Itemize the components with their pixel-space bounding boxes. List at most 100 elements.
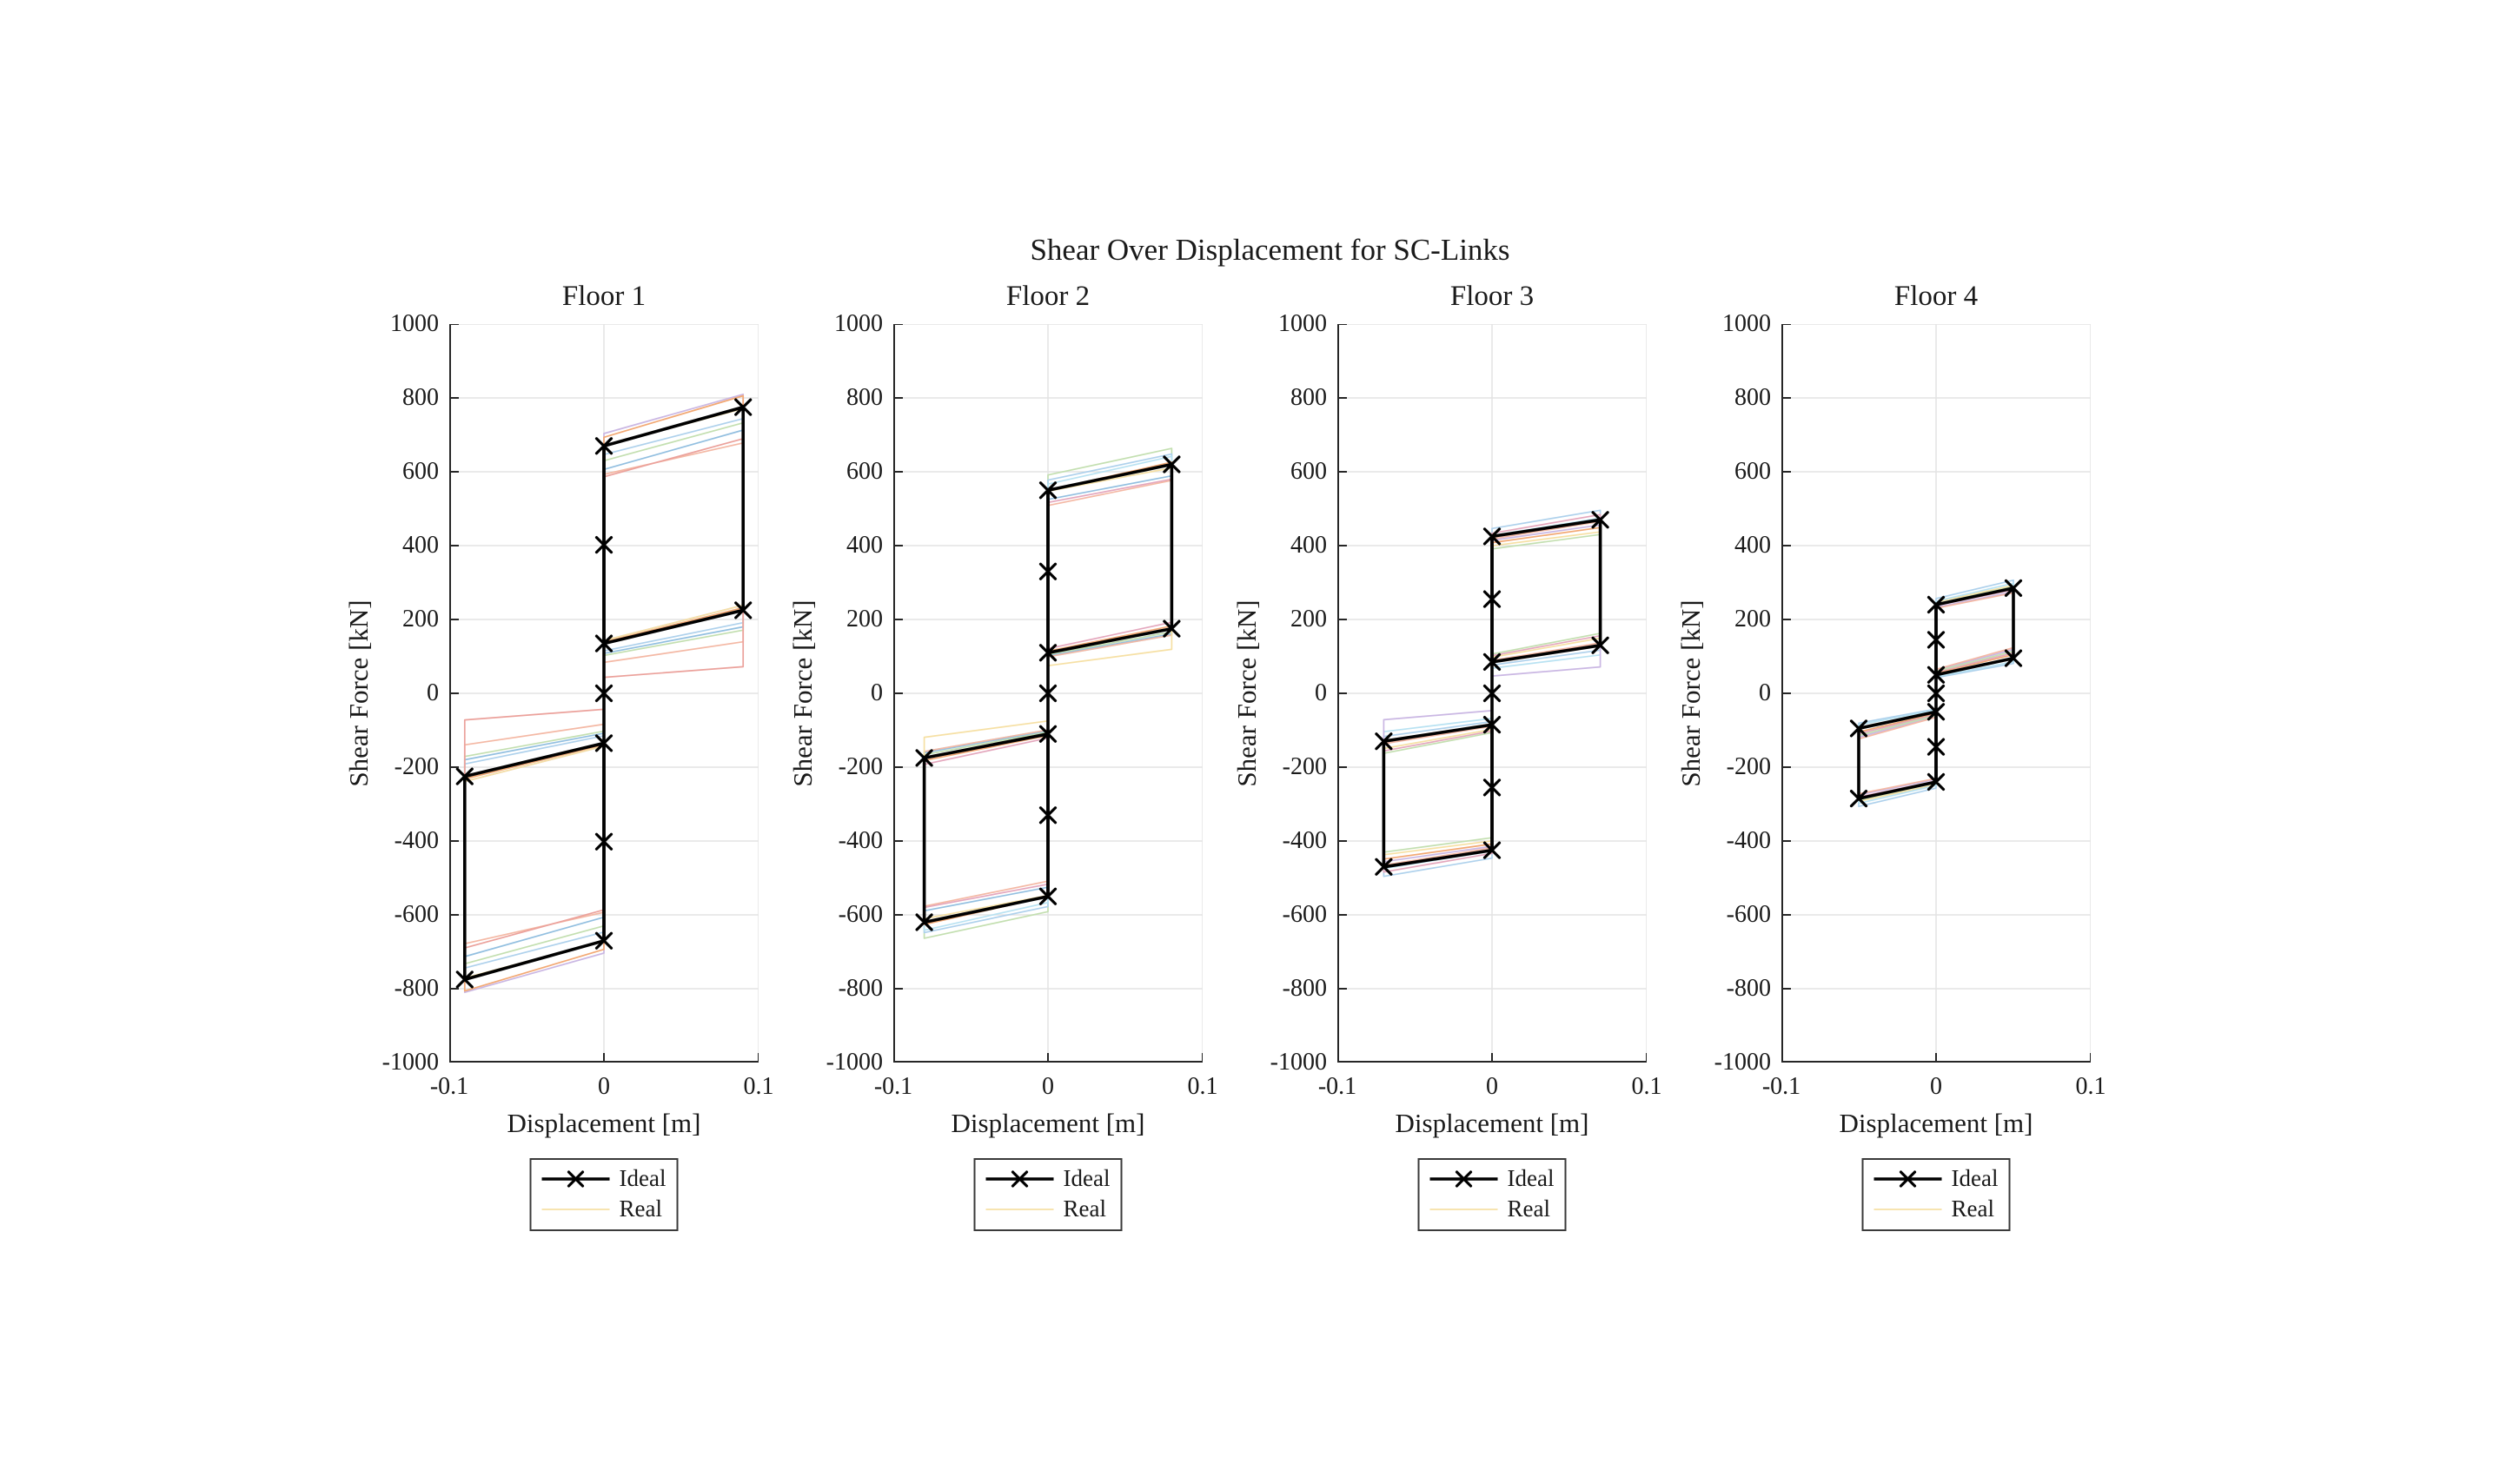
legend-entry-real: Real bbox=[1429, 1195, 1555, 1223]
y-tick-label: 0 bbox=[1315, 679, 1327, 706]
y-tick-label: 1000 bbox=[390, 310, 439, 337]
subplot-title: Floor 3 bbox=[1449, 281, 1535, 312]
y-tick-label: -800 bbox=[394, 975, 439, 1002]
y-tick-label: 800 bbox=[1734, 384, 1771, 411]
legend-label-ideal: Ideal bbox=[1951, 1165, 1999, 1191]
x-tick-label: -0.1 bbox=[1317, 1073, 1357, 1100]
real-line bbox=[923, 737, 1049, 909]
legend: Ideal Real bbox=[529, 1158, 679, 1231]
y-tick-label: 400 bbox=[1290, 532, 1327, 559]
legend-label-real: Real bbox=[1507, 1196, 1550, 1222]
y-tick-label: 800 bbox=[402, 384, 439, 411]
real-line bbox=[463, 708, 605, 949]
real-line bbox=[463, 745, 605, 979]
real-line bbox=[1047, 478, 1173, 650]
x-tick-label: 0 bbox=[1486, 1073, 1498, 1100]
real-line bbox=[603, 438, 745, 679]
legend-label-ideal: Ideal bbox=[619, 1165, 666, 1191]
x-tick-label: 0.1 bbox=[743, 1073, 774, 1100]
y-tick-label: 200 bbox=[402, 606, 439, 633]
ideal-line-sample bbox=[985, 1169, 1054, 1188]
x-tick-label: 0 bbox=[1042, 1073, 1054, 1100]
y-tick-label: -1000 bbox=[826, 1049, 883, 1076]
x-tick-label: -0.1 bbox=[429, 1073, 469, 1100]
y-tick-label: 0 bbox=[871, 679, 883, 706]
ideal-line bbox=[602, 405, 746, 646]
y-tick-label: 400 bbox=[402, 532, 439, 559]
legend-x-marker bbox=[1011, 1169, 1029, 1188]
y-tick-label: 800 bbox=[1290, 384, 1327, 411]
real-line bbox=[923, 730, 1049, 912]
real-line bbox=[603, 441, 745, 664]
y-tick-label: 600 bbox=[846, 458, 883, 485]
y-tick-label: -1000 bbox=[1714, 1049, 1771, 1076]
y-tick-label: -600 bbox=[394, 901, 439, 928]
legend-x-marker bbox=[567, 1169, 585, 1188]
y-axis-label: Shear Force [kN] bbox=[1675, 599, 1706, 787]
legend: Ideal Real bbox=[973, 1158, 1123, 1231]
ideal-markers bbox=[915, 455, 1181, 931]
y-axis-label: Shear Force [kN] bbox=[1231, 599, 1262, 787]
y-tick-label: -200 bbox=[1282, 753, 1327, 780]
y-tick-label: -400 bbox=[1282, 827, 1327, 854]
y-tick-label: 200 bbox=[846, 606, 883, 633]
real-line bbox=[463, 744, 605, 992]
plot-area bbox=[893, 324, 1203, 1063]
ideal-markers bbox=[455, 398, 753, 989]
x-axis-label: Displacement [m] bbox=[1395, 1108, 1589, 1138]
figure-title: Shear Over Displacement for SC-Links bbox=[1030, 233, 1510, 267]
y-tick-label: -1000 bbox=[1270, 1049, 1327, 1076]
ideal-line-sample bbox=[541, 1169, 610, 1188]
real-line-sample bbox=[1429, 1208, 1498, 1210]
legend-x-marker bbox=[1455, 1169, 1473, 1188]
real-line bbox=[1491, 533, 1602, 655]
x-tick-label: 0 bbox=[598, 1073, 610, 1100]
y-tick-label: -800 bbox=[1726, 975, 1771, 1002]
ideal-line bbox=[462, 741, 606, 982]
real-line bbox=[603, 394, 745, 643]
real-line-sample bbox=[985, 1208, 1054, 1210]
x-axis-label: Displacement [m] bbox=[1839, 1108, 2033, 1138]
y-tick-label: 200 bbox=[1734, 606, 1771, 633]
y-tick-label: -400 bbox=[1726, 827, 1771, 854]
y-tick-label: 200 bbox=[1290, 606, 1327, 633]
x-tick-label: -0.1 bbox=[1761, 1073, 1801, 1100]
legend-entry-real: Real bbox=[985, 1195, 1111, 1223]
y-tick-label: -1000 bbox=[381, 1049, 439, 1076]
subplot-title: Floor 4 bbox=[1893, 281, 1979, 312]
real-line bbox=[1491, 527, 1602, 663]
legend: Ideal Real bbox=[1417, 1158, 1567, 1231]
x-tick-label: 0.1 bbox=[2075, 1073, 2106, 1100]
legend-label-real: Real bbox=[1063, 1196, 1106, 1222]
plot-area bbox=[449, 324, 759, 1063]
y-tick-label: -200 bbox=[394, 753, 439, 780]
subplot-floor-2: Floor 2 Shear Force [kN] Displacement [m… bbox=[787, 281, 1218, 1231]
ideal-line-sample bbox=[1873, 1169, 1942, 1188]
legend-label-real: Real bbox=[1951, 1196, 1994, 1222]
subplot-floor-4: Floor 4 Shear Force [kN] Displacement [m… bbox=[1675, 281, 2106, 1231]
ideal-line-sample bbox=[1429, 1169, 1498, 1188]
y-tick-label: -800 bbox=[1282, 975, 1327, 1002]
legend-label-ideal: Ideal bbox=[1063, 1165, 1111, 1191]
y-tick-label: -400 bbox=[838, 827, 883, 854]
x-tick-label: 0 bbox=[1930, 1073, 1942, 1100]
x-axis-label: Displacement [m] bbox=[951, 1108, 1145, 1138]
y-tick-label: 600 bbox=[1734, 458, 1771, 485]
legend-label-real: Real bbox=[619, 1196, 662, 1222]
legend-entry-real: Real bbox=[1873, 1195, 1999, 1223]
legend-entry-real: Real bbox=[540, 1195, 666, 1223]
x-tick-label: -0.1 bbox=[873, 1073, 913, 1100]
subplot-title: Floor 2 bbox=[1005, 281, 1091, 312]
real-line bbox=[1383, 724, 1493, 860]
y-axis-label: Shear Force [kN] bbox=[787, 599, 818, 787]
x-axis-label: Displacement [m] bbox=[507, 1108, 701, 1138]
y-tick-label: 400 bbox=[846, 532, 883, 559]
y-axis-label: Shear Force [kN] bbox=[343, 599, 374, 787]
legend: Ideal Real bbox=[1861, 1158, 2011, 1231]
subplot-floor-3: Floor 3 Shear Force [kN] Displacement [m… bbox=[1231, 281, 1662, 1231]
y-tick-label: -600 bbox=[1282, 901, 1327, 928]
legend-entry-ideal: Ideal bbox=[1873, 1164, 1999, 1193]
plot-area bbox=[1781, 324, 2091, 1063]
real-line-sample bbox=[541, 1208, 610, 1210]
